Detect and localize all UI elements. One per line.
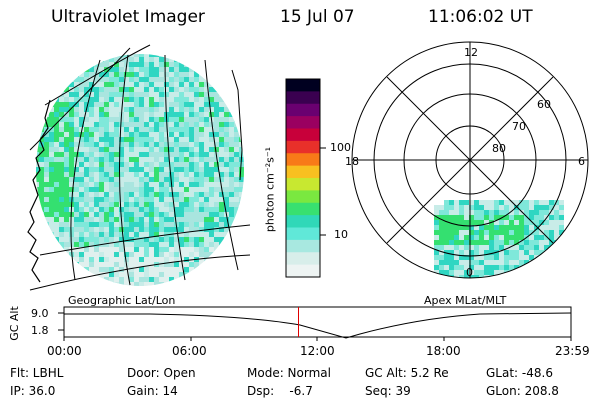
date-label: 15 Jul 07	[280, 7, 355, 27]
lat-label-60: 60	[537, 98, 551, 111]
x-tick-1800: 18:00	[426, 344, 461, 358]
polar-caption: Apex MLat/MLT	[424, 294, 507, 307]
status-glon: GLon: 208.8	[486, 384, 559, 398]
status-dsp: Dsp: -6.7	[247, 384, 313, 398]
instrument-title: Ultraviolet Imager	[51, 7, 205, 27]
mlt-label-0: 0	[466, 266, 473, 279]
mlt-label-12: 12	[464, 46, 478, 59]
status-gain: Gain: 14	[127, 384, 178, 398]
status-mode: Mode: Normal	[247, 366, 331, 380]
uv-image-disk	[36, 54, 244, 286]
geo-caption: Geographic Lat/Lon	[68, 294, 176, 307]
altitude-strip	[58, 306, 572, 341]
x-tick-0000: 00:00	[47, 344, 82, 358]
status-ip: IP: 36.0	[10, 384, 56, 398]
colorbar-tick-10: 10	[334, 228, 348, 241]
status-seq: Seq: 39	[365, 384, 411, 398]
mlt-label-6: 6	[578, 155, 585, 168]
status-glat: GLat: -48.6	[486, 366, 553, 380]
colorbar-tick-100: 100	[330, 141, 351, 154]
lat-label-80: 80	[492, 142, 506, 155]
alt-tick-1-8: 1.8	[31, 324, 49, 337]
coastline	[27, 99, 51, 283]
status-flt: Flt: LBHL	[10, 366, 64, 380]
gc-alt-axis-label: GC Alt	[7, 306, 21, 341]
colorbar-unit-label: photon cm⁻²s⁻¹	[263, 146, 277, 233]
geo-grid	[29, 44, 251, 291]
status-door: Door: Open	[127, 366, 196, 380]
alt-tick-9: 9.0	[31, 307, 49, 320]
colorbar	[285, 78, 326, 278]
status-gcalt: GC Alt: 5.2 Re	[365, 366, 449, 380]
x-tick-1200: 12:00	[300, 344, 335, 358]
x-tick-0600: 06:00	[172, 344, 207, 358]
x-tick-2359: 23:59	[555, 344, 590, 358]
lat-label-70: 70	[512, 120, 526, 133]
time-label: 11:06:02 UT	[428, 7, 533, 27]
mlt-label-18: 18	[345, 155, 359, 168]
polar-plot	[351, 41, 589, 279]
